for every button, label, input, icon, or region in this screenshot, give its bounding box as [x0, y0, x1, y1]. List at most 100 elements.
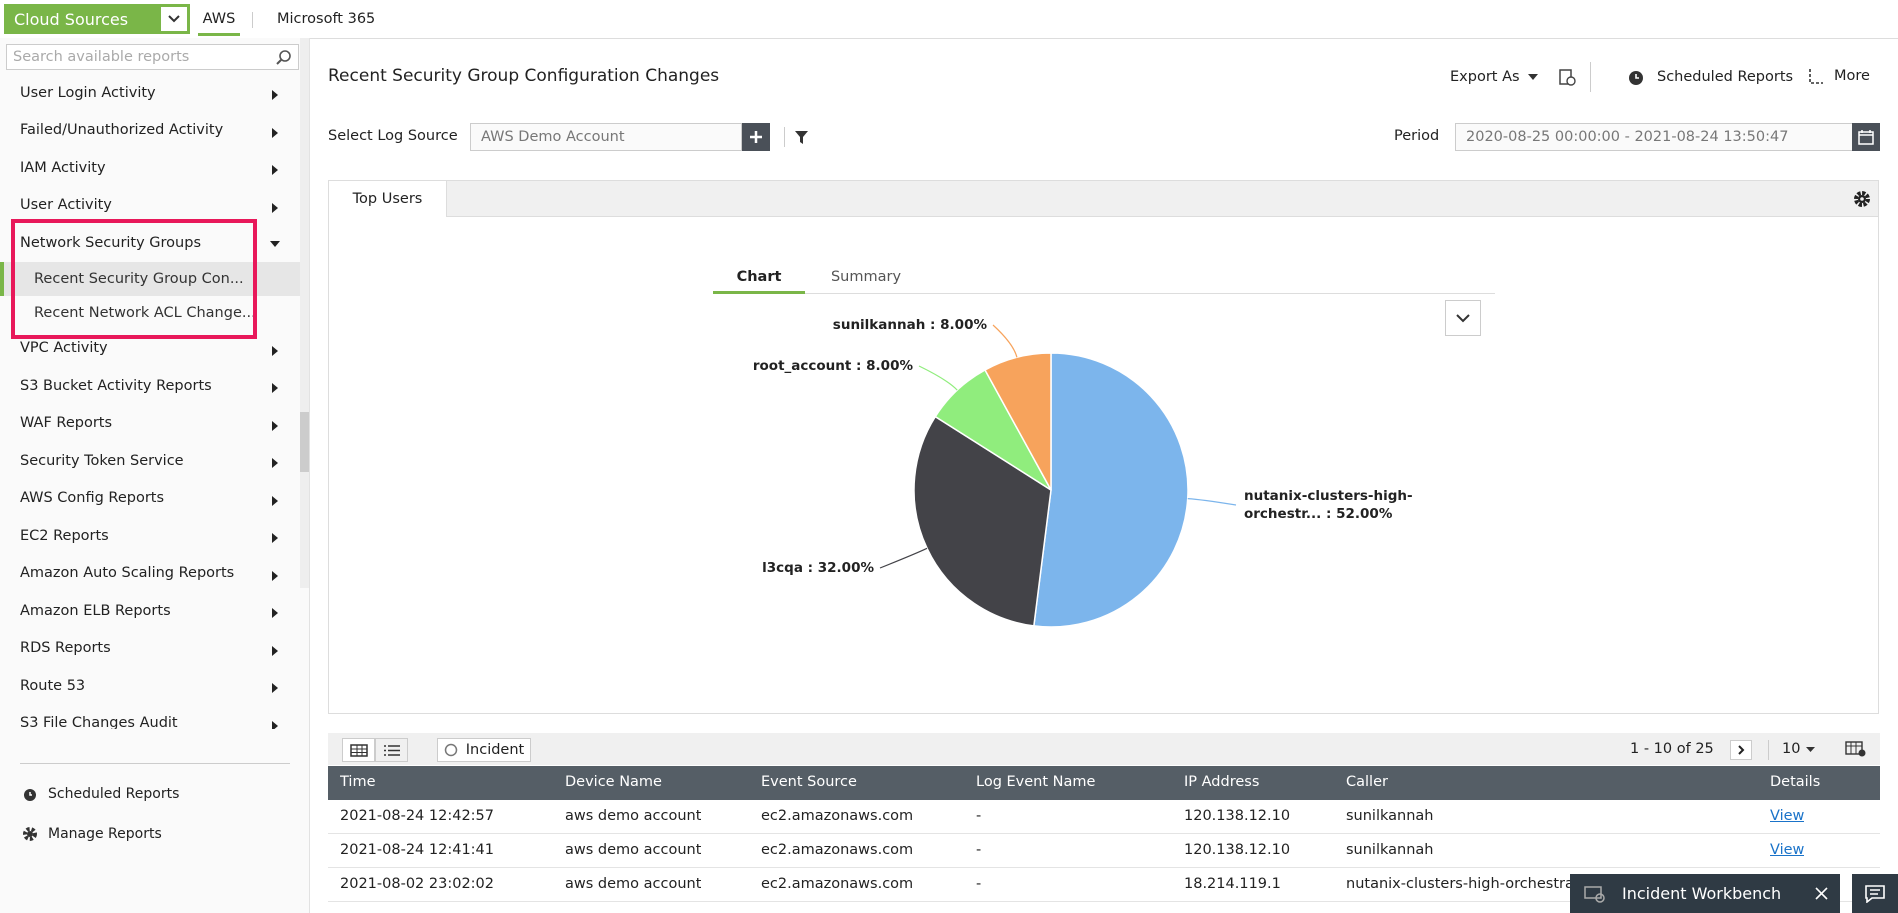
sidebar-item[interactable]: RDS Reports	[0, 630, 300, 668]
period-label: Period	[1394, 128, 1440, 144]
next-page[interactable]	[1730, 740, 1752, 760]
caret-icon	[168, 15, 180, 23]
leader-line	[879, 547, 928, 569]
scheduled-button[interactable]: Scheduled Reports	[1627, 68, 1793, 86]
leader-line	[992, 324, 1018, 358]
grid-icon	[349, 743, 368, 757]
export-label: Export As	[1450, 69, 1520, 85]
close-icon[interactable]	[1815, 887, 1828, 900]
column-header[interactable]: Time	[340, 774, 376, 790]
calendar-icon	[1858, 130, 1874, 145]
more-button[interactable]: More	[1808, 68, 1870, 84]
table-cell: 2021-08-24 12:41:41	[340, 842, 494, 858]
column-header[interactable]: Details	[1770, 774, 1821, 790]
sidebar-item[interactable]: Failed/Unauthorized Activity	[0, 112, 300, 150]
workbench-icon	[1584, 885, 1605, 903]
data-label: nutanix-clusters-high-orchestr... : 52.0…	[1244, 488, 1413, 522]
sidebar-item-label: Network Security Groups	[20, 234, 202, 251]
chart-tabs-line	[713, 293, 1495, 294]
sidebar-item[interactable]: Security Token Service	[0, 442, 300, 480]
top-tab[interactable]: AWS	[198, 4, 240, 36]
details-link[interactable]: View	[1770, 842, 1805, 858]
table-cell: aws demo account	[565, 808, 702, 824]
sidebar-item[interactable]: EC2 Reports	[0, 517, 300, 555]
sidebar-item[interactable]: Amazon ELB Reports	[0, 592, 300, 630]
divider	[20, 763, 290, 764]
column-header[interactable]: Log Event Name	[976, 774, 1096, 790]
scrollbar	[300, 38, 309, 588]
list-icon	[383, 744, 400, 756]
label-separator: :	[803, 560, 818, 576]
column-header[interactable]: Caller	[1346, 774, 1388, 790]
column-header[interactable]: IP Address	[1184, 774, 1260, 790]
period-value: 2020-08-25 00:00:00 - 2021-08-24 13:50:4…	[1466, 129, 1789, 145]
data-label-name: nutanix-clusters-high-orchestr...	[1244, 488, 1413, 522]
label-separator: :	[925, 317, 940, 333]
label-separator: :	[851, 358, 866, 374]
table-cell: sunilkannah	[1346, 842, 1434, 858]
chart-tab[interactable]: Summary	[818, 262, 914, 292]
chart-tab[interactable]: Chart	[713, 262, 805, 294]
footer-link[interactable]: Scheduled Reports	[22, 786, 179, 802]
clock-icon	[24, 789, 36, 801]
period-input[interactable]: 2020-08-25 00:00:00 - 2021-08-24 13:50:4…	[1455, 123, 1853, 151]
incident-icon	[444, 743, 458, 757]
source-dropdown[interactable]: Cloud Sources	[4, 4, 190, 34]
sidebar-item[interactable]: Network Security Groups	[0, 224, 300, 262]
dropdown-caret	[161, 7, 187, 31]
panel-tab[interactable]: Top Users	[329, 181, 447, 217]
sidebar-item-label: S3 Bucket Activity Reports	[20, 377, 212, 394]
sidebar-item[interactable]: User Activity	[0, 187, 300, 225]
expand-arrow	[272, 458, 278, 468]
chat-button[interactable]	[1852, 874, 1898, 913]
sidebar-item[interactable]: VPC Activity	[0, 330, 300, 368]
page-size[interactable]: 10	[1782, 741, 1816, 757]
sidebar-item[interactable]: IAM Activity	[0, 149, 300, 187]
grid-view-button[interactable]	[342, 738, 375, 762]
details-link[interactable]: View	[1770, 808, 1805, 824]
top-tab[interactable]: Microsoft 365	[277, 11, 376, 27]
search-box[interactable]: Search available reports	[6, 44, 299, 70]
table-header	[328, 766, 1880, 800]
columns-icon[interactable]	[1845, 741, 1867, 757]
sidebar-item[interactable]: S3 File Changes Audit	[0, 705, 300, 729]
calendar-button[interactable]	[1852, 123, 1880, 151]
sidebar-item[interactable]: WAF Reports	[0, 405, 300, 443]
settings-icon[interactable]	[1853, 190, 1871, 208]
sidebar-sub-item[interactable]: Recent Network ACL Change...	[0, 296, 300, 330]
highlight-box	[11, 219, 257, 339]
add-button[interactable]	[742, 123, 770, 151]
footer-link[interactable]: Manage Reports	[22, 826, 162, 842]
data-label-name: sunilkannah	[833, 317, 926, 333]
scrollbar-thumb[interactable]	[300, 412, 309, 472]
sidebar	[0, 38, 310, 913]
workbench-bar[interactable]: Incident Workbench	[1570, 874, 1840, 913]
sidebar-item[interactable]: S3 Bucket Activity Reports	[0, 367, 300, 405]
incident-button[interactable]: Incident	[437, 738, 531, 762]
sidebar-item-label: AWS Config Reports	[20, 490, 165, 507]
sidebar-item[interactable]: User Login Activity	[0, 74, 300, 112]
export-button[interactable]: Export As	[1450, 68, 1576, 86]
chart-menu-button[interactable]	[1445, 300, 1481, 336]
next-icon	[1737, 745, 1744, 755]
filter-icon[interactable]	[795, 131, 808, 144]
sidebar-item-label: Amazon ELB Reports	[20, 602, 171, 619]
column-header[interactable]: Event Source	[761, 774, 857, 790]
data-label: root_account : 8.00%	[753, 358, 914, 374]
sidebar-item-label: WAF Reports	[20, 415, 113, 432]
expand-arrow	[272, 90, 278, 100]
workbench-label: Incident Workbench	[1622, 884, 1782, 903]
sidebar-item[interactable]: AWS Config Reports	[0, 480, 300, 518]
list-view-button[interactable]	[375, 738, 408, 762]
pdf-icon[interactable]	[1558, 68, 1576, 86]
sidebar-item[interactable]: Amazon Auto Scaling Reports	[0, 555, 300, 593]
log-source-input[interactable]: AWS Demo Account	[470, 123, 742, 151]
column-header[interactable]: Device Name	[565, 774, 662, 790]
sidebar-item[interactable]: Route 53	[0, 667, 300, 705]
sidebar-sub-item[interactable]: Recent Security Group Con...	[0, 261, 300, 296]
divider	[252, 12, 253, 28]
expand-arrow	[272, 608, 278, 618]
data-label: sunilkannah : 8.00%	[833, 317, 988, 333]
leader-line	[1187, 498, 1237, 506]
